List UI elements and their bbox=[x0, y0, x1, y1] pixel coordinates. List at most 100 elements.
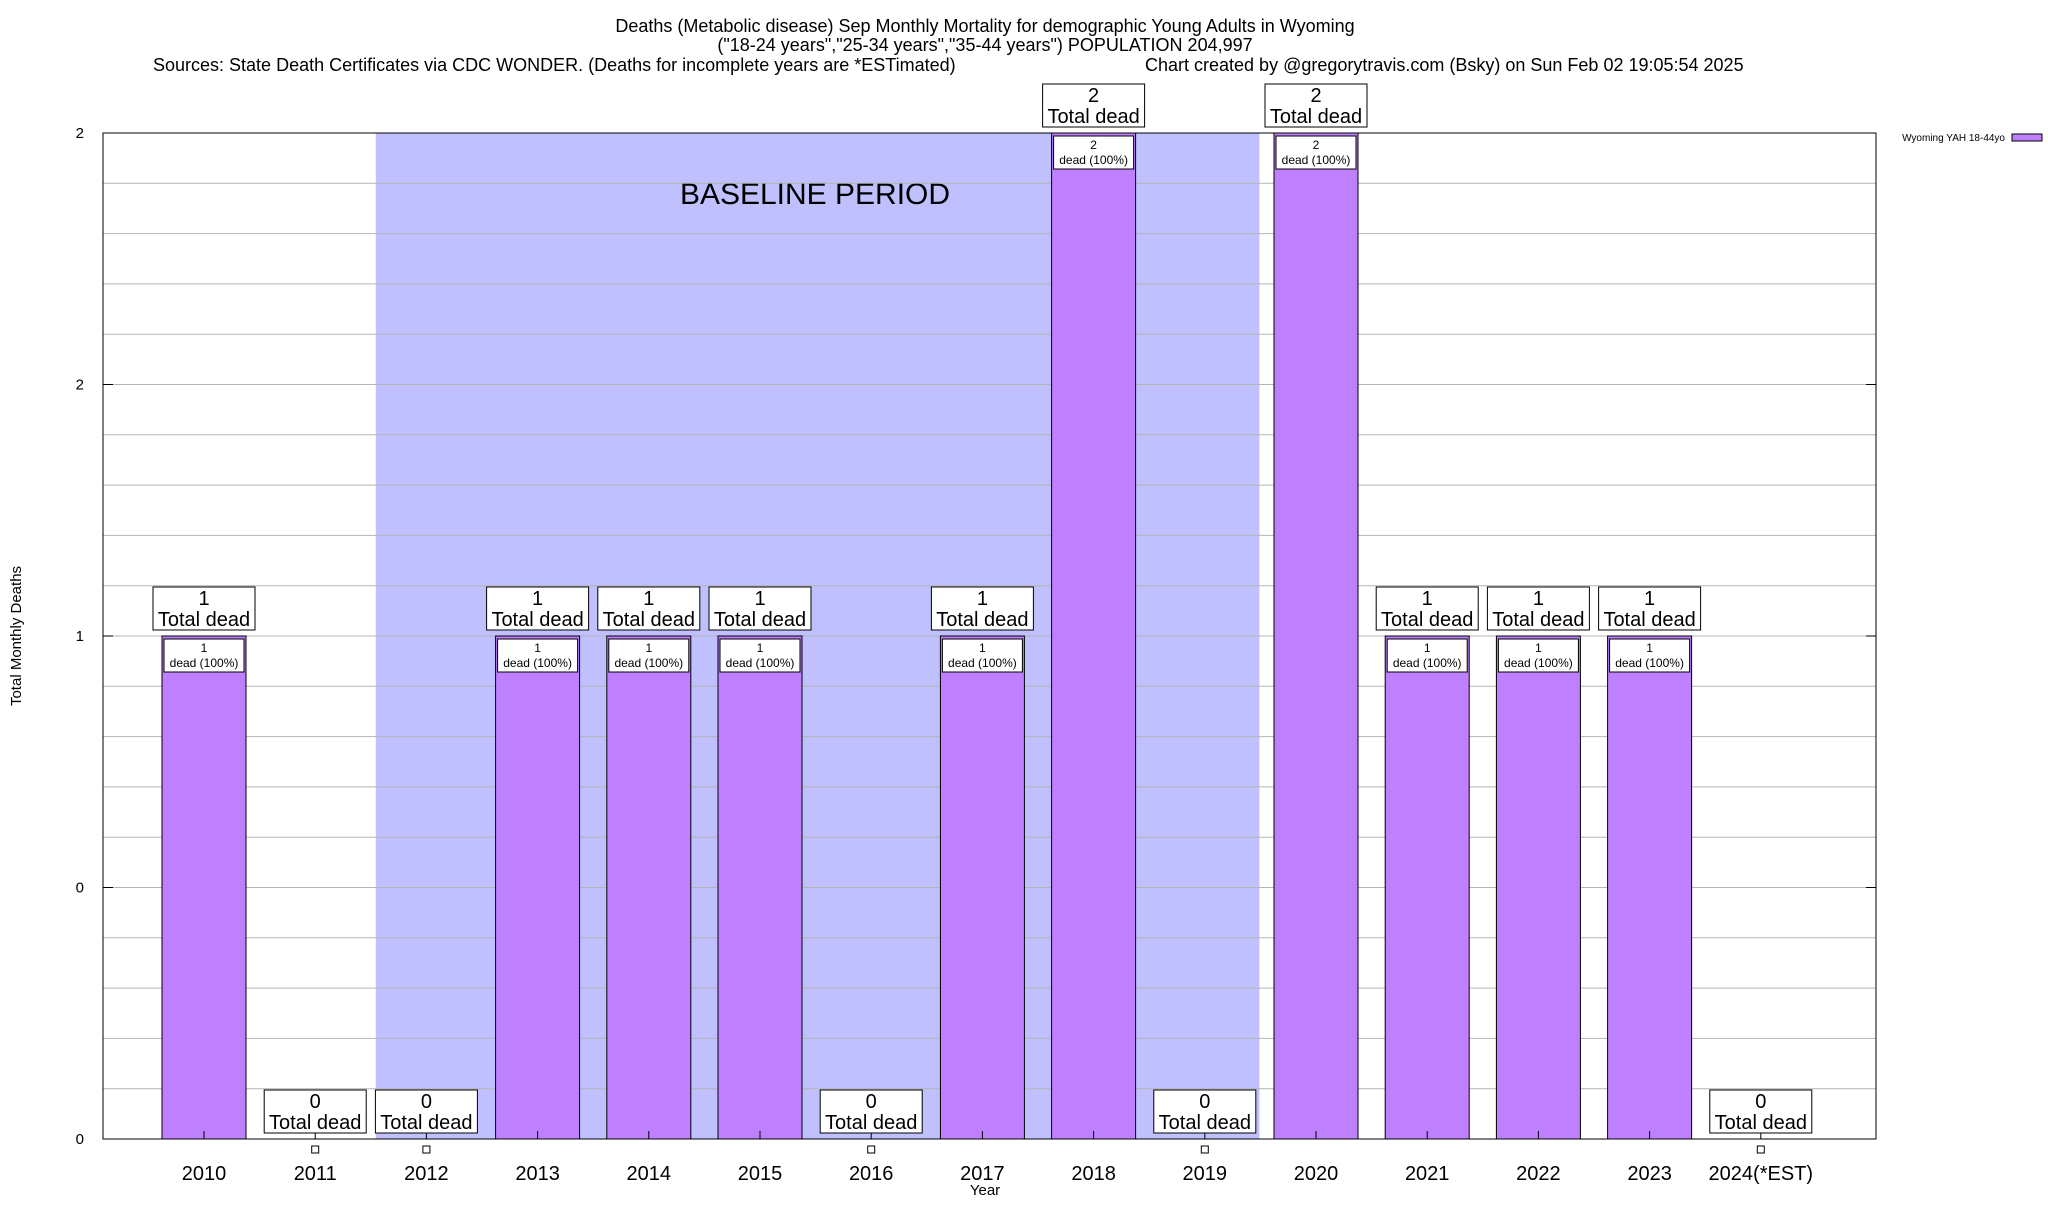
inner-label-box bbox=[608, 638, 690, 673]
total-label-box bbox=[930, 586, 1034, 631]
inner-label-text: dead (100%) bbox=[1282, 153, 1351, 167]
bar-2023 bbox=[1607, 635, 1693, 1140]
bar-2018 bbox=[1051, 132, 1137, 1140]
zero-marker-2019 bbox=[1200, 1145, 1209, 1154]
inner-label-text: dead (100%) bbox=[1059, 153, 1128, 167]
inner-label-box bbox=[1609, 638, 1691, 673]
total-label-value: 0 bbox=[1199, 1091, 1210, 1113]
total-label-text: Total dead bbox=[380, 1112, 472, 1134]
inner-label-value: 2 bbox=[1313, 138, 1320, 152]
x-axis-title: Year bbox=[970, 1182, 1000, 1199]
inner-label-value: 1 bbox=[1424, 641, 1431, 655]
inner-label-text: dead (100%) bbox=[1504, 656, 1573, 670]
total-label-value: 0 bbox=[421, 1091, 432, 1113]
total-label-value: 1 bbox=[1422, 588, 1433, 610]
bar-2022 bbox=[1495, 635, 1581, 1140]
total-label-value: 1 bbox=[977, 588, 988, 610]
inner-label-value: 1 bbox=[1535, 641, 1542, 655]
total-label-text: Total dead bbox=[158, 609, 250, 631]
total-label-value: 0 bbox=[866, 1091, 877, 1113]
legend: Wyoming YAH 18-44yo bbox=[1902, 133, 2043, 144]
y-axis-title: Total Monthly Deaths bbox=[8, 566, 25, 706]
total-label-box bbox=[1153, 1089, 1257, 1134]
bar-2021 bbox=[1384, 635, 1470, 1140]
total-label-box bbox=[486, 586, 590, 631]
x-tick-label: 2012 bbox=[404, 1163, 449, 1185]
inner-label-text: dead (100%) bbox=[503, 656, 572, 670]
x-tick-label: 2010 bbox=[182, 1163, 227, 1185]
total-label-text: Total dead bbox=[1603, 609, 1695, 631]
inner-label-text: dead (100%) bbox=[1615, 656, 1684, 670]
total-label-box bbox=[374, 1089, 478, 1134]
total-label-box bbox=[1709, 1089, 1813, 1134]
total-label-value: 1 bbox=[754, 588, 765, 610]
inner-label-box bbox=[1386, 638, 1468, 673]
chart-subtitle: ("18-24 years","25-34 years","35-44 year… bbox=[717, 35, 1252, 55]
inner-label-text: dead (100%) bbox=[1393, 656, 1462, 670]
inner-label-box bbox=[497, 638, 579, 673]
total-label-box bbox=[597, 586, 701, 631]
bar-2014 bbox=[606, 635, 692, 1140]
total-label-value: 1 bbox=[198, 588, 209, 610]
bar-2017 bbox=[939, 635, 1025, 1140]
total-label-text: Total dead bbox=[603, 609, 695, 631]
total-label-value: 2 bbox=[1088, 85, 1099, 107]
x-tick-label: 2019 bbox=[1183, 1163, 1228, 1185]
total-label-value: 0 bbox=[310, 1091, 321, 1113]
total-label-text: Total dead bbox=[1159, 1112, 1251, 1134]
inner-label-value: 2 bbox=[1090, 138, 1097, 152]
legend-swatch bbox=[2011, 133, 2043, 142]
inner-label-box bbox=[1275, 135, 1357, 170]
total-label-text: Total dead bbox=[1715, 1112, 1807, 1134]
inner-label-box bbox=[1497, 638, 1579, 673]
x-tick-label: 2013 bbox=[515, 1163, 560, 1185]
x-tick-label: 2021 bbox=[1405, 1163, 1450, 1185]
total-label-box bbox=[152, 586, 256, 631]
x-tick-label: 2020 bbox=[1294, 1163, 1339, 1185]
inner-label-value: 1 bbox=[201, 641, 208, 655]
total-label-text: Total dead bbox=[714, 609, 806, 631]
inner-label-value: 1 bbox=[645, 641, 652, 655]
y-tick-label: 2 bbox=[76, 125, 84, 142]
x-tick-label: 2018 bbox=[1071, 1163, 1116, 1185]
total-label-value: 1 bbox=[643, 588, 654, 610]
x-tick-label: 2023 bbox=[1627, 1163, 1672, 1185]
inner-label-box bbox=[941, 638, 1023, 673]
total-label-box bbox=[1264, 83, 1368, 128]
total-label-text: Total dead bbox=[936, 609, 1028, 631]
inner-label-box bbox=[163, 638, 245, 673]
inner-label-box bbox=[1053, 135, 1135, 170]
total-label-text: Total dead bbox=[1047, 106, 1139, 128]
total-label-value: 1 bbox=[1533, 588, 1544, 610]
total-label-box bbox=[708, 586, 812, 631]
y-tick-label: 0 bbox=[76, 1131, 84, 1148]
total-label-text: Total dead bbox=[269, 1112, 361, 1134]
legend-series-label: Wyoming YAH 18-44yo bbox=[1902, 133, 2005, 144]
y-tick-label: 0 bbox=[76, 880, 84, 897]
bar-2013 bbox=[495, 635, 581, 1140]
x-tick-label: 2011 bbox=[294, 1163, 337, 1185]
zero-marker-2011 bbox=[311, 1145, 320, 1154]
x-tick-label: 2015 bbox=[738, 1163, 783, 1185]
total-label-value: 1 bbox=[532, 588, 543, 610]
zero-marker-2012 bbox=[422, 1145, 431, 1154]
